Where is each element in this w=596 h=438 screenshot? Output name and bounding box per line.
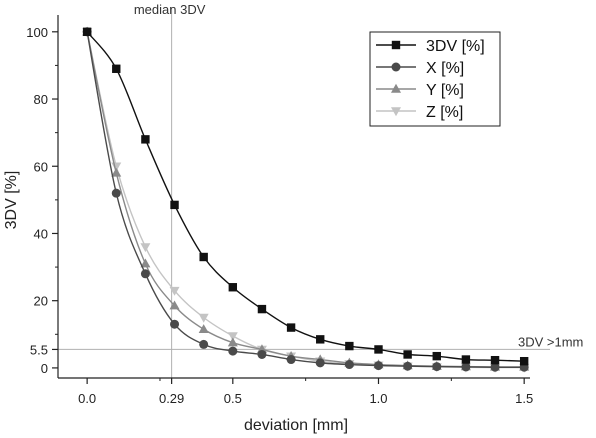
y-tick-label: 80 — [34, 92, 48, 107]
data-point — [344, 360, 354, 370]
data-point — [140, 243, 151, 253]
data-point — [374, 345, 383, 354]
data-point — [432, 351, 441, 361]
data-point — [228, 346, 238, 356]
data-point — [82, 27, 92, 37]
data-point — [170, 200, 179, 210]
series-line — [86, 31, 525, 362]
data-point — [286, 355, 296, 365]
legend-marker — [391, 107, 401, 117]
data-point — [199, 252, 208, 262]
data-point — [316, 335, 325, 344]
legend: 3DV [%] X [%] Y [%] Z [%] — [369, 31, 501, 127]
data-point — [198, 313, 209, 323]
plot-lines: median 3DV 3DV >1mm — [58, 2, 583, 378]
data-point — [111, 167, 122, 177]
legend-label: X [%] — [426, 60, 464, 77]
data-point — [403, 361, 413, 371]
legend-marker — [391, 62, 401, 72]
median-label: median 3DV — [134, 2, 206, 17]
data-point — [140, 269, 150, 279]
data-point — [257, 304, 267, 314]
legend-item: 3DV [%] — [376, 38, 485, 55]
axes: 0.0 0.29 0.5 1.0 1.5 0 5.5 20 40 60 80 100 — [26, 15, 533, 406]
data-point — [227, 332, 238, 342]
data-point — [345, 341, 354, 351]
legend-item: Z [%] — [376, 104, 463, 121]
data-point — [519, 356, 529, 366]
data-point — [227, 337, 238, 347]
x-axis-title: deviation [mm] — [244, 417, 348, 434]
data-point — [461, 362, 471, 372]
x-tick-label: 0.5 — [224, 391, 242, 406]
data-point — [490, 355, 500, 365]
legend-marker — [391, 40, 401, 50]
y-tick-label: 100 — [26, 25, 48, 40]
threshold-label: 3DV >1mm — [518, 334, 583, 349]
x-tick-label: 0.29 — [159, 391, 184, 406]
data-point — [112, 64, 121, 73]
y-tick-label: 40 — [34, 226, 48, 241]
series-0 — [82, 27, 529, 366]
data-point — [315, 358, 325, 368]
y-tick-label: 20 — [34, 294, 48, 309]
y-tick-label: 60 — [34, 159, 48, 174]
data-point — [170, 319, 180, 329]
data-point — [169, 286, 180, 296]
data-point — [432, 362, 442, 372]
data-point — [111, 188, 121, 198]
x-tick-label: 0.0 — [78, 391, 96, 406]
data-point — [140, 258, 151, 268]
data-point — [228, 283, 238, 292]
legend-item: X [%] — [376, 60, 464, 77]
legend-label: Z [%] — [426, 104, 463, 121]
y-tick-label: 0 — [41, 361, 48, 376]
data-point — [141, 135, 150, 144]
data-point — [286, 323, 296, 332]
data-point — [257, 349, 267, 359]
x-tick-label: 1.5 — [515, 391, 533, 406]
legend-label: Y [%] — [426, 82, 464, 99]
y-tick-label: 5.5 — [30, 342, 48, 357]
data-point — [490, 362, 500, 372]
data-point — [198, 324, 209, 333]
x-tick-label: 1.0 — [369, 391, 387, 406]
legend-marker — [391, 83, 401, 93]
data-point — [403, 350, 412, 359]
y-axis-title: 3DV [%] — [3, 171, 20, 230]
legend-label: 3DV [%] — [426, 38, 485, 55]
data-point — [199, 339, 209, 349]
data-point — [169, 300, 180, 310]
data-point — [461, 355, 471, 364]
series-layer — [82, 26, 530, 373]
data-point — [373, 361, 383, 371]
legend-item: Y [%] — [376, 82, 464, 99]
